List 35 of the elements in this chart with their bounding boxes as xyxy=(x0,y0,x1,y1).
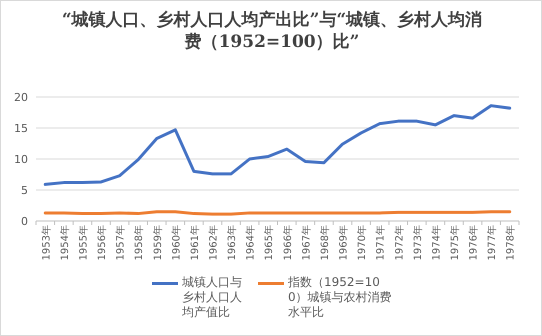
x-tick-label: 1964年 xyxy=(244,225,257,260)
x-tick-label: 1966年 xyxy=(282,225,294,260)
x-tick-label: 1958年 xyxy=(133,225,146,260)
x-tick-label: 1967年 xyxy=(300,225,312,260)
y-tick-label: 10 xyxy=(14,153,28,166)
x-tick-label: 1957年 xyxy=(114,225,127,260)
x-tick-label: 1974年 xyxy=(430,225,442,260)
x-tick-label: 1959年 xyxy=(152,225,164,260)
x-tick-label: 1976年 xyxy=(468,225,480,260)
y-tick-label: 15 xyxy=(14,122,28,135)
x-tick-label: 1954年 xyxy=(58,225,71,260)
x-tick-label: 1968年 xyxy=(318,225,331,260)
x-tick-label: 1960年 xyxy=(170,225,182,260)
x-tick-label: 1956年 xyxy=(96,225,108,260)
x-tick-label: 1978年 xyxy=(504,225,517,260)
y-tick-label: 0 xyxy=(21,215,28,228)
x-tick-label: 1975年 xyxy=(448,225,461,260)
chart-title: “城镇人口、乡村人口人均产出比”与“城镇、乡村人均消费（1952=100）比” xyxy=(61,9,483,53)
x-tick-label: 1963年 xyxy=(226,225,238,260)
line-series xyxy=(44,104,512,186)
x-tick-label: 1972年 xyxy=(393,225,406,260)
x-tick-label: 1970年 xyxy=(356,225,368,260)
x-tick-label: 1969年 xyxy=(338,225,350,260)
y-tick-label: 5 xyxy=(21,184,28,197)
x-tick-label: 1955年 xyxy=(77,225,90,260)
x-tick-label: 1971年 xyxy=(374,225,387,260)
x-tick-label: 1953年 xyxy=(40,225,52,260)
x-tick-label: 1973年 xyxy=(412,225,424,260)
legend-label: 指数（1952=100）城镇与农村消费水平比 xyxy=(288,275,392,320)
x-tick-label: 1961年 xyxy=(188,225,201,260)
y-tick-label: 20 xyxy=(14,91,28,104)
x-tick-label: 1965年 xyxy=(263,225,276,260)
x-tick-label: 1977年 xyxy=(486,225,498,260)
x-tick-label: 1962年 xyxy=(207,225,220,260)
legend-label: 城镇人口与乡村人口人均产值比 xyxy=(182,275,243,320)
